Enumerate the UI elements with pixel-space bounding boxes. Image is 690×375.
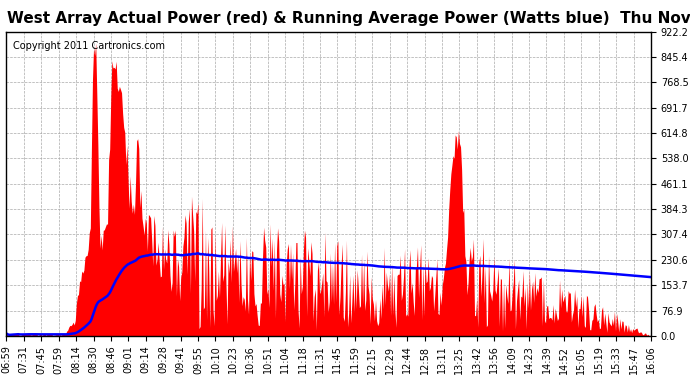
Text: Copyright 2011 Cartronics.com: Copyright 2011 Cartronics.com (13, 41, 165, 51)
Text: West Array Actual Power (red) & Running Average Power (Watts blue)  Thu Nov 10 1: West Array Actual Power (red) & Running … (7, 11, 690, 26)
